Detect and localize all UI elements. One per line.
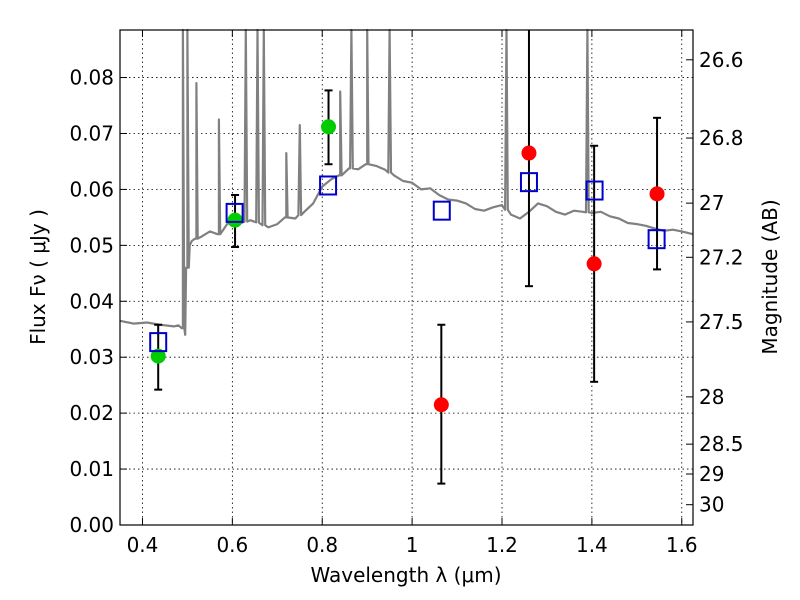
x-tick-label: 0.4 bbox=[127, 533, 159, 557]
y-tick-label: 0.02 bbox=[69, 401, 114, 425]
model-photometry-square bbox=[519, 172, 538, 193]
green-data-point bbox=[227, 212, 243, 228]
x-tick-label: 1.6 bbox=[666, 533, 698, 557]
model-spectrum bbox=[119, 28, 694, 336]
y-tick-label: 0.05 bbox=[69, 233, 114, 257]
model-photometry-square bbox=[319, 175, 338, 196]
model-spectrum-line bbox=[119, 28, 694, 336]
y-tick-label: 0.04 bbox=[69, 289, 114, 313]
y-tick-label: 0.01 bbox=[69, 457, 114, 481]
right-tick-label: 30 bbox=[699, 493, 724, 517]
data-points bbox=[149, 30, 666, 485]
right-tick-label: 27.5 bbox=[699, 310, 744, 334]
green-data-point bbox=[150, 348, 166, 364]
x-tick-label: 0.6 bbox=[216, 533, 248, 557]
x-axis-label: Wavelength λ (μm) bbox=[310, 563, 501, 587]
x-tick-label: 1 bbox=[406, 533, 419, 557]
red-data-point bbox=[433, 397, 449, 413]
y-tick-label: 0.07 bbox=[69, 121, 114, 145]
y-tick-label: 0.06 bbox=[69, 177, 114, 201]
model-photometry-square bbox=[225, 202, 244, 223]
grid-layer bbox=[120, 30, 693, 526]
x-tick-label: 1.2 bbox=[486, 533, 518, 557]
right-axis-label: Magnitude (AB) bbox=[758, 199, 782, 354]
model-photometry-square bbox=[149, 332, 168, 353]
green-data-point bbox=[321, 119, 337, 135]
red-data-point bbox=[586, 256, 602, 272]
right-tick-label: 28 bbox=[699, 385, 724, 409]
model-photometry-square bbox=[585, 180, 604, 201]
x-tick-label: 0.8 bbox=[306, 533, 338, 557]
model-photometry-square bbox=[432, 200, 451, 221]
model-photometry-square bbox=[647, 229, 666, 250]
plot-frame bbox=[119, 29, 694, 526]
y-tick-label: 0.08 bbox=[69, 66, 114, 90]
right-tick-label: 26.6 bbox=[699, 48, 744, 72]
red-data-point bbox=[521, 145, 537, 161]
y-tick-label: 0.00 bbox=[69, 513, 114, 537]
right-tick-label: 26.8 bbox=[699, 126, 744, 150]
y-tick-label: 0.03 bbox=[69, 345, 114, 369]
axis-ticks: 0.4 0.6 0.8 1 1.2 1.4 1.6 0.00 0.01 0.02 0.03 0.04 0… bbox=[69, 30, 744, 557]
right-tick-label: 27.2 bbox=[699, 245, 744, 269]
red-data-point bbox=[649, 186, 665, 202]
y-axis-label: Flux Fν ( μJy ) bbox=[26, 209, 50, 345]
right-tick-label: 29 bbox=[699, 462, 724, 486]
x-tick-label: 1.4 bbox=[576, 533, 608, 557]
right-tick-label: 28.5 bbox=[699, 432, 744, 456]
right-tick-label: 27 bbox=[699, 191, 724, 215]
